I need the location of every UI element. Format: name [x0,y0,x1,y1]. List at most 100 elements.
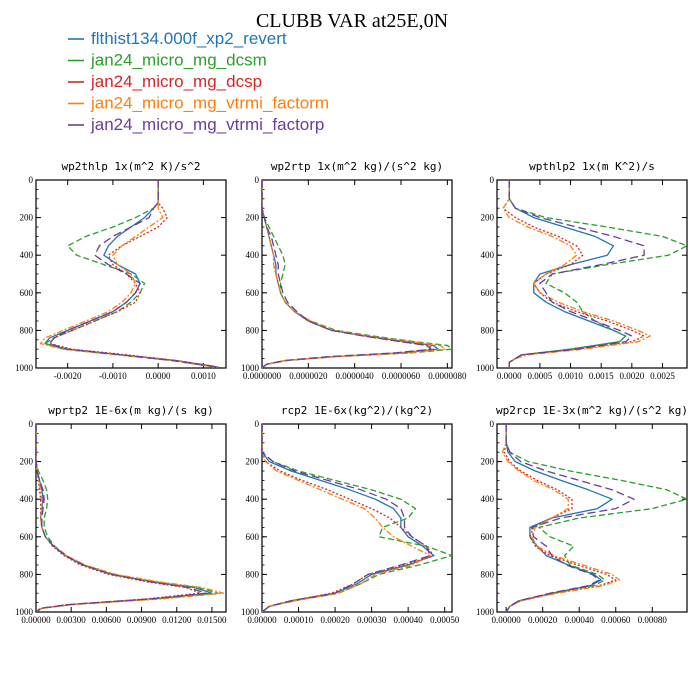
x-tick-label: 0.0010 [191,371,216,381]
series-group [39,180,222,368]
series-line-jan24_micro_mg_dcsp [503,424,617,612]
x-tick-label: 0.00030 [357,615,387,625]
y-tick-label: 200 [481,213,495,223]
x-tick-label: 0.0025 [650,371,675,381]
figure-title: CLUBB VAR at25E,0N [256,10,448,32]
y-tick-label: 800 [246,325,260,335]
y-tick-label: 200 [246,457,260,467]
legend: flthist134.000f_xp2_revert jan24_micro_mg… [68,29,329,134]
legend-item: jan24_micro_mg_vtrmi_factorp [68,115,324,134]
y-tick-label: 400 [20,250,34,260]
legend-label: jan24_micro_mg_dcsp [90,72,262,91]
series-line-jan24_micro_mg_dcsp [262,180,435,368]
x-tick-label: 0.0020 [619,371,644,381]
series-line-jan24_micro_mg_dcsp [502,180,645,368]
series-line-jan24_micro_mg_vtrmi_factorp [36,424,207,612]
x-tick-label: 0.00060 [601,615,631,625]
plot-frame [496,423,688,613]
y-tick-label: 600 [481,288,495,298]
x-tick-label: 0.00080 [638,615,668,625]
x-tick-label: 0.0010 [558,371,583,381]
x-tick-label: 0.00900 [127,615,157,625]
x-tick-label: 0.00000 [247,615,277,625]
y-tick-label: 1000 [15,363,34,373]
legend-label: flthist134.000f_xp2_revert [91,29,287,48]
panel-title: wp2thlp 1x(m^2 K)/s^2 [61,160,200,173]
series-group [262,424,452,612]
x-tick-label: 0.0000 [497,371,522,381]
series-line-jan24_micro_mg_dcsp [36,424,201,612]
y-tick-label: 1000 [241,363,260,373]
plot-frame [35,423,227,613]
y-tick-label: 1000 [15,607,34,617]
y-tick-label: 600 [246,288,260,298]
panel: wp2rtp 1x(m^2 kg)/(s^2 kg) 0 200 400 600 800 1… [241,160,467,381]
legend-label: jan24_micro_mg_vtrmi_factorm [90,94,329,113]
y-tick-label: 0 [255,419,260,429]
x-tick-label: 0.0000080 [428,371,467,381]
x-tick-label: 0.01500 [197,615,227,625]
x-tick-label: 0.0005 [528,371,553,381]
y-tick-label: 400 [246,494,260,504]
y-tick-label: 0 [255,175,260,185]
series-line-jan24_micro_mg_dcsm [262,180,452,368]
series-line-jan24_micro_mg_vtrmi_factorp [505,424,635,612]
panel: wp2rcp 1E-3x(m^2 kg)/(s^2 kg)0 200 400 600 8… [476,404,688,625]
panel: rcp2 1E-6x(kg^2)/(kg^2) 0 200 400 600 800 1000… [241,404,460,625]
series-line-jan24_micro_mg_dcsm [44,180,222,368]
x-tick-label: 0.00040 [394,615,424,625]
legend-item: jan24_micro_mg_vtrmi_factorm [68,94,329,113]
x-tick-label: 0.0000020 [289,371,328,381]
y-tick-label: 600 [246,532,260,542]
series-group [36,424,225,612]
panel-title: wprtp2 1E-6x(m kg)/(s kg) [48,404,214,417]
series-line-jan24_micro_mg_vtrmi_factorm [36,424,225,612]
y-tick-label: 200 [481,457,495,467]
panel: wprtp2 1E-6x(m kg)/(s kg) 0 200 400 600 800 10… [15,404,227,625]
x-tick-label: 0.00020 [528,615,558,625]
y-tick-label: 1000 [241,607,260,617]
y-tick-label: 1000 [476,363,495,373]
legend-item: jan24_micro_mg_dcsm [68,51,267,70]
y-tick-label: 800 [20,569,34,579]
x-tick-label: -0.0010 [99,371,127,381]
x-tick-label: -0.0020 [54,371,82,381]
series-group [501,424,687,612]
x-tick-label: 0.00010 [284,615,314,625]
series-line-jan24_micro_mg_vtrmi_factorm [501,424,621,612]
panel-title: rcp2 1E-6x(kg^2)/(kg^2) [281,404,433,417]
x-tick-label: 0.0000000 [243,371,282,381]
y-tick-label: 200 [20,213,34,223]
y-tick-label: 600 [20,288,34,298]
panels: wp2thlp 1x(m^2 K)/s^2 0 200 400 600 800 1000 -0… [15,160,688,625]
series-line-jan24_micro_mg_dcsm [508,180,687,368]
series-line-jan24_micro_mg_vtrmi_factorp [262,180,432,368]
series-line-flthist134.000f_xp2_revert [262,180,439,368]
x-tick-label: 0.0015 [589,371,614,381]
y-tick-label: 400 [481,494,495,504]
x-tick-label: 0.00050 [430,615,460,625]
y-tick-label: 800 [20,325,34,335]
series-line-flthist134.000f_xp2_revert [36,424,213,612]
panel: wp2thlp 1x(m^2 K)/s^2 0 200 400 600 800 1000 -0… [15,160,227,381]
y-tick-label: 1000 [476,607,495,617]
series-line-flthist134.000f_xp2_revert [508,180,627,368]
series-line-jan24_micro_mg_vtrmi_factorp [48,180,222,368]
series-line-flthist134.000f_xp2_revert [262,424,435,612]
x-tick-label: 0.00000 [21,615,51,625]
y-tick-label: 0 [29,419,34,429]
y-tick-label: 600 [481,532,495,542]
series-line-jan24_micro_mg_dcsm [505,424,687,612]
panel-title: wp2rcp 1E-3x(m^2 kg)/(s^2 kg) [496,404,688,417]
y-tick-label: 400 [20,494,34,504]
series-group [262,180,452,368]
series-line-flthist134.000f_xp2_revert [44,180,222,368]
y-tick-label: 800 [246,569,260,579]
panel-title: wp2rtp 1x(m^2 kg)/(s^2 kg) [271,160,443,173]
y-tick-label: 400 [481,250,495,260]
legend-item: flthist134.000f_xp2_revert [68,29,287,48]
y-tick-label: 800 [481,325,495,335]
series-line-jan24_micro_mg_vtrmi_factorm [262,180,446,368]
plot-frame [496,179,688,369]
